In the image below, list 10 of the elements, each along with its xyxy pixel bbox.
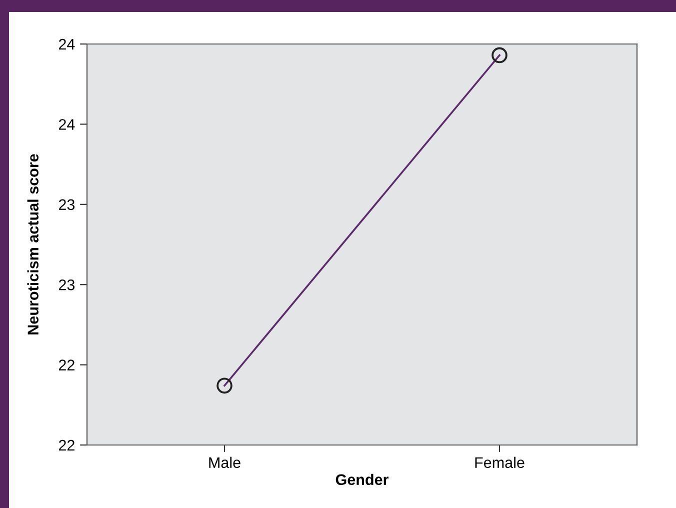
y-tick-label: 22 xyxy=(58,360,74,370)
y-tick-label: 23 xyxy=(58,199,75,210)
x-tick-label: Male xyxy=(209,456,240,468)
y-tick-label: 23 xyxy=(58,279,75,290)
y-tick-label: 24 xyxy=(58,38,75,50)
x-axis-title: Gender xyxy=(336,474,389,486)
y-axis-title: Neuroticism actual score xyxy=(27,154,39,334)
y-tick-label: 24 xyxy=(58,119,75,130)
x-tick-label: Female xyxy=(475,456,524,468)
y-tick-label: 22 xyxy=(58,440,74,451)
